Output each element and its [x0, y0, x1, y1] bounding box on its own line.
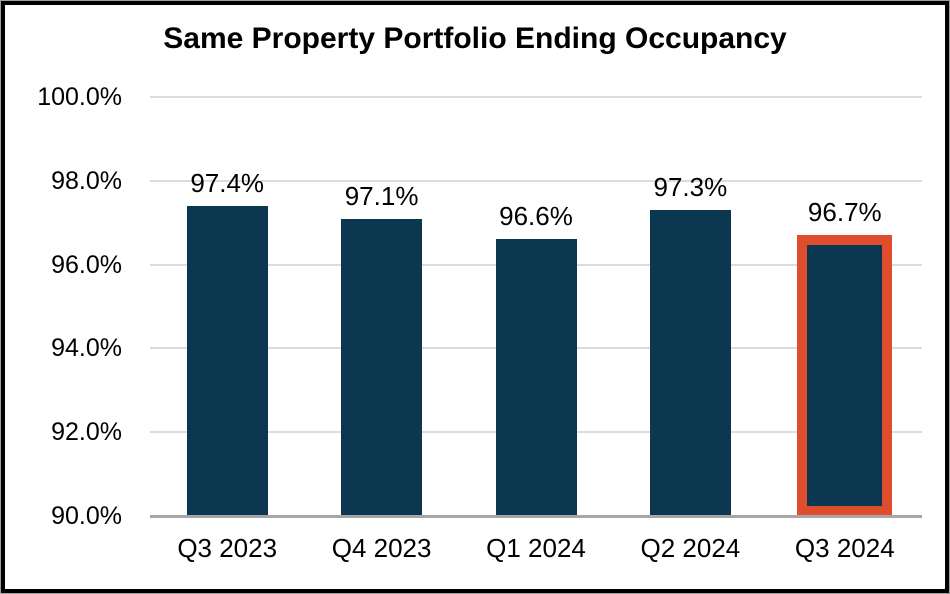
y-tick-label: 90.0%: [51, 502, 122, 530]
highlighted-bar: [797, 235, 893, 516]
gridline: [150, 96, 922, 98]
x-tick-label: Q3 2024: [794, 533, 895, 563]
x-tick-label: Q4 2023: [331, 533, 432, 563]
bar: [186, 205, 268, 516]
gridline: [150, 179, 922, 182]
bar: [495, 239, 577, 516]
bar-value-label: 96.7%: [807, 197, 882, 228]
x-tick-label: Q3 2023: [177, 533, 278, 563]
chart-title: Same Property Portfolio Ending Occupancy: [163, 22, 787, 55]
x-tick-label: Q1 2024: [486, 533, 586, 563]
bar-value-label: 96.6%: [499, 201, 573, 232]
y-tick-label: 98.0%: [51, 166, 122, 195]
bar: [341, 218, 423, 516]
y-tick-label: 92.0%: [51, 418, 122, 447]
x-axis-line: [150, 515, 922, 518]
y-tick-label: 100.0%: [37, 83, 122, 111]
bar-value-label: 97.1%: [344, 180, 419, 211]
bar-value-label: 97.4%: [190, 167, 265, 198]
bar-value-label: 97.3%: [653, 172, 728, 203]
y-tick-label: 96.0%: [51, 250, 122, 279]
x-tick-label: Q2 2024: [640, 533, 741, 563]
bar: [649, 210, 731, 516]
y-tick-label: 94.0%: [51, 334, 122, 363]
